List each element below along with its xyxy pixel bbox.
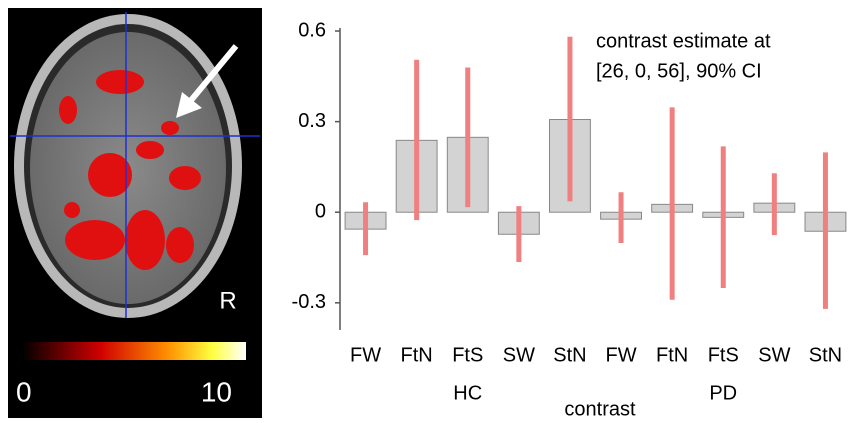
annotation: contrast estimate at: [596, 30, 771, 52]
x-tick-label: StN: [809, 344, 842, 366]
colorbar: [22, 342, 246, 360]
brain-panel: R 0 10: [8, 8, 262, 418]
x-tick-label: FtS: [708, 344, 739, 366]
x-tick-label: FtN: [656, 344, 688, 366]
x-tick-label: FW: [606, 344, 637, 366]
group-label: PD: [709, 382, 737, 404]
y-tick-label: 0.3: [298, 110, 326, 132]
x-tick-label: SW: [758, 344, 790, 366]
activation: [59, 70, 201, 270]
x-axis-label: contrast: [564, 398, 636, 420]
colorbar-label: 10: [201, 376, 232, 407]
x-tick-label: FtS: [452, 344, 483, 366]
side-label: R: [219, 287, 236, 314]
colorbar-label: 0: [16, 376, 32, 407]
arrow-head: [176, 92, 202, 118]
y-tick-label: -0.3: [292, 291, 326, 313]
x-tick-label: FW: [350, 344, 381, 366]
annotation: [26, 0, 56], 90% CI: [596, 60, 762, 82]
group-label: HC: [453, 382, 482, 404]
x-tick-label: FtN: [401, 344, 433, 366]
arrow: [185, 44, 239, 106]
x-tick-label: SW: [503, 344, 535, 366]
y-tick-label: 0: [315, 201, 326, 223]
y-tick-label: 0.6: [298, 19, 326, 41]
x-tick-label: StN: [553, 344, 586, 366]
